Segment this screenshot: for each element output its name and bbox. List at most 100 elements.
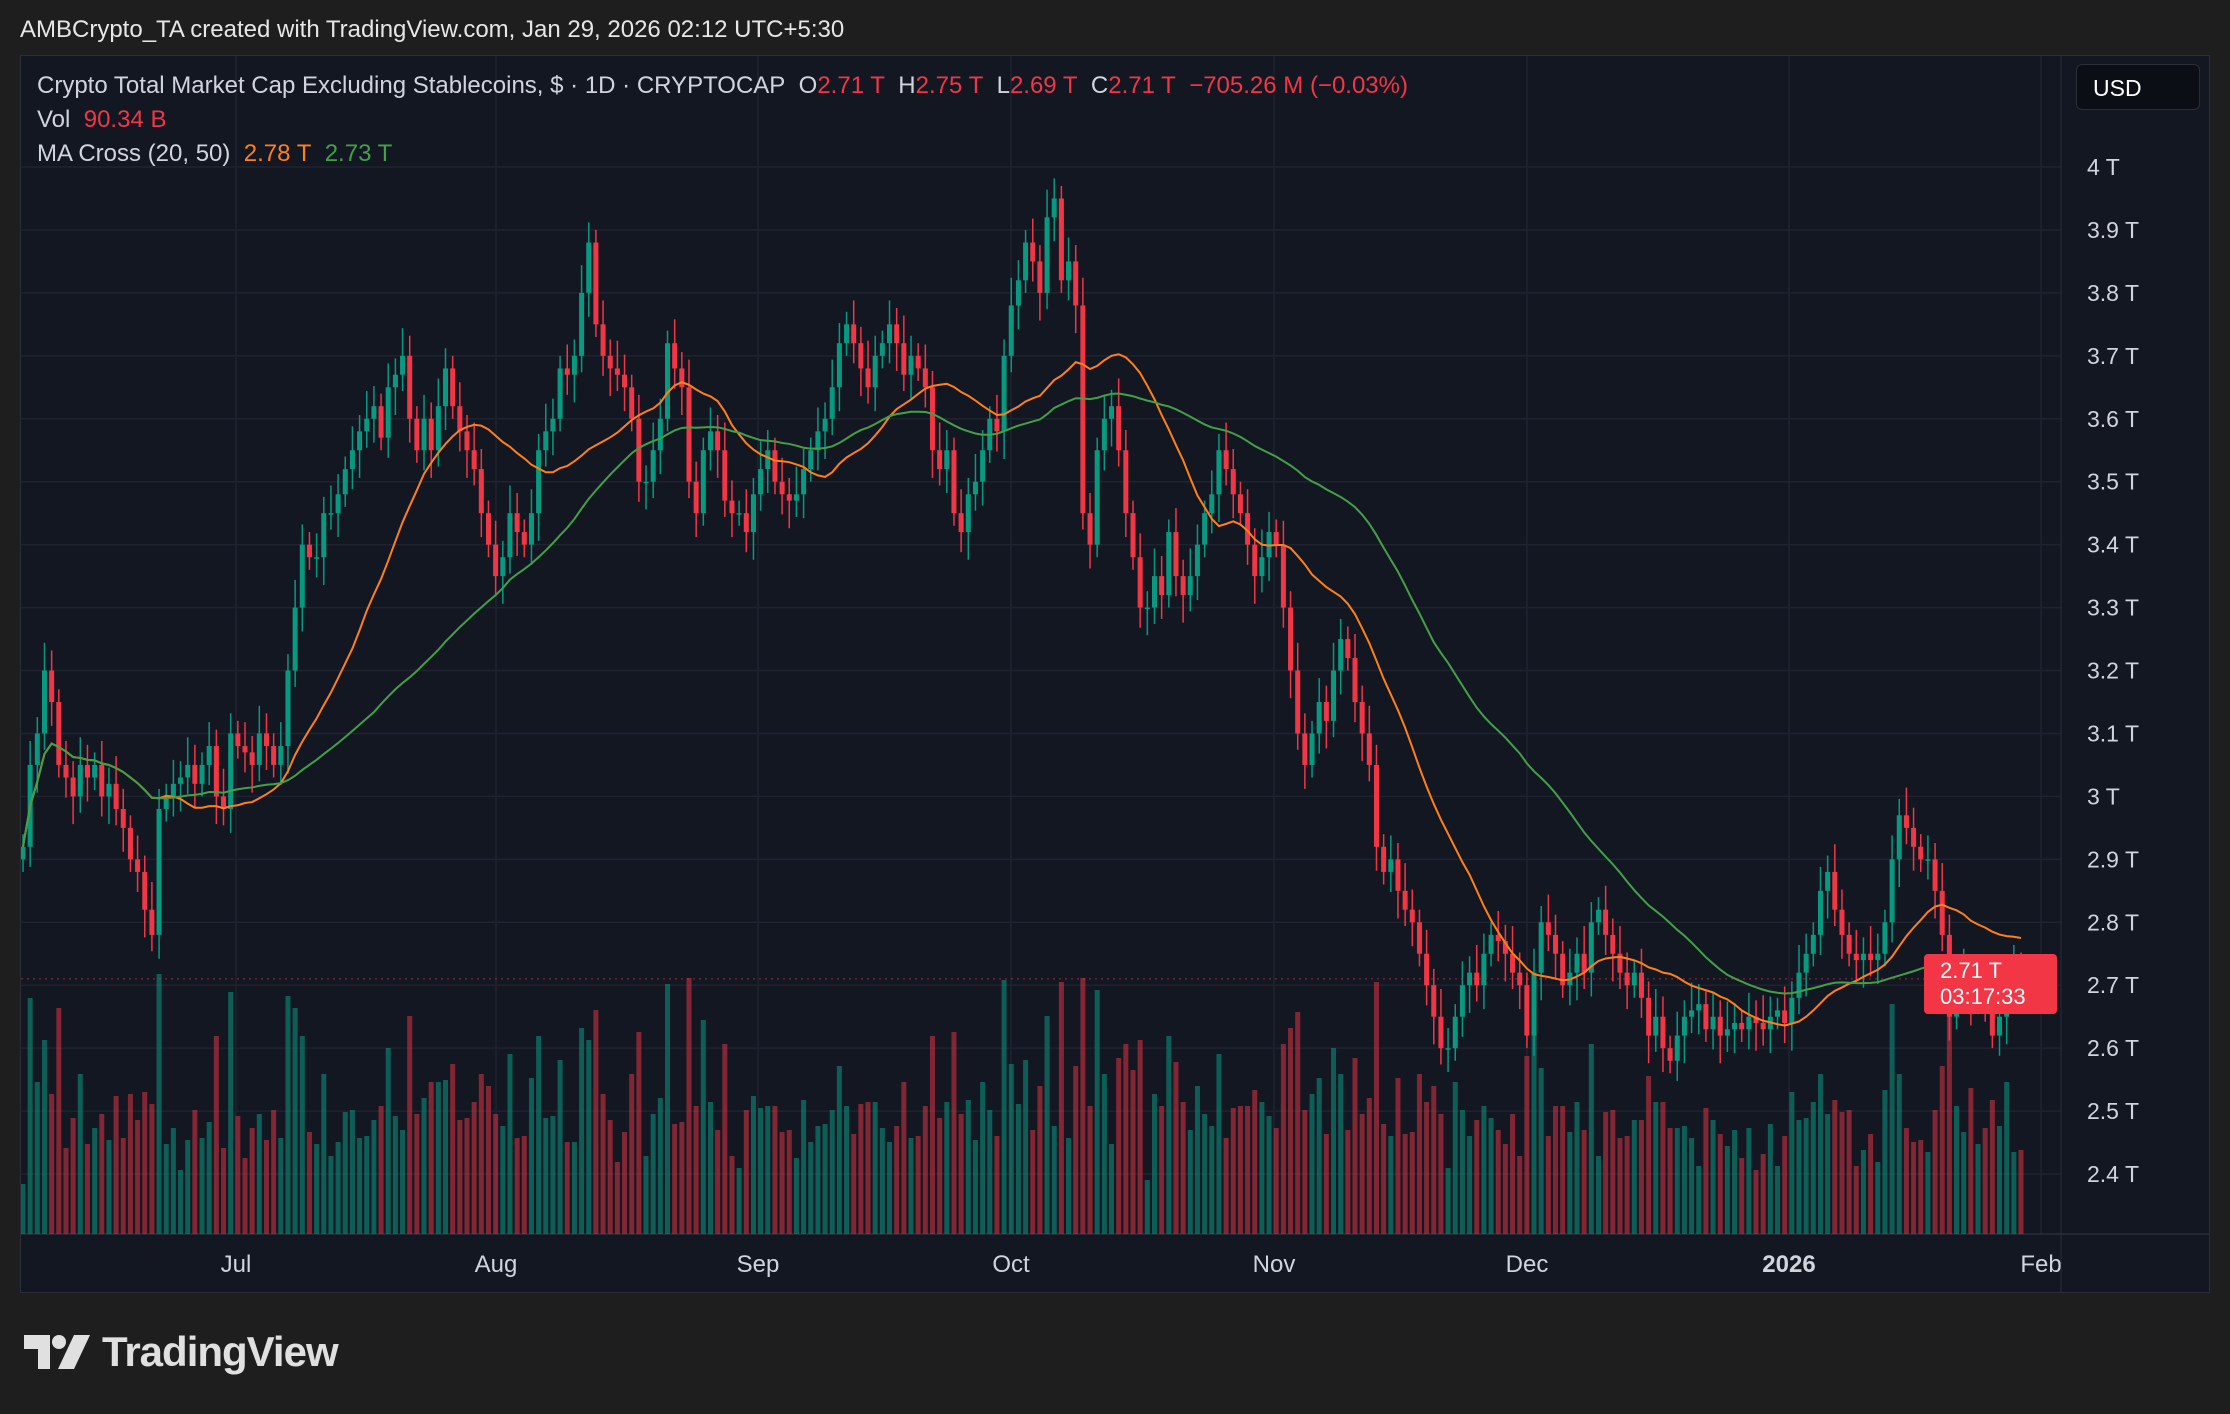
volume-bar (2004, 1082, 2010, 1234)
candle-body (1001, 355, 1007, 432)
candle-body (1173, 532, 1179, 577)
volume-bar (471, 1102, 477, 1234)
high-value: 2.75 T (915, 72, 984, 99)
symbol-legend: Crypto Total Market Cap Excluding Stable… (37, 72, 1408, 100)
candle-body (793, 494, 799, 501)
volume-bar (1352, 1058, 1358, 1234)
y-tick-label: 3.8 T (2087, 280, 2139, 306)
candle-body (1703, 1004, 1709, 1030)
candle-body (106, 783, 112, 797)
volume-bar (1180, 1102, 1186, 1234)
candle-body (1151, 576, 1157, 608)
candle-body (786, 494, 792, 501)
candle-body (1481, 953, 1487, 986)
volume-bar (593, 1010, 599, 1234)
volume-bar (1495, 1130, 1501, 1234)
candle-body (1753, 1016, 1759, 1023)
tradingview-logo[interactable]: TradingView (24, 1328, 339, 1376)
candle-body (235, 733, 241, 747)
volume-bar (1015, 1104, 1021, 1234)
ma-label[interactable]: MA Cross (20, 50) (37, 140, 231, 167)
candle-body (593, 242, 599, 325)
candle-body (1667, 1048, 1673, 1061)
candle-body (493, 544, 499, 577)
candle-body (815, 431, 821, 451)
volume-bar (1452, 1082, 1458, 1234)
candle-body (1789, 997, 1795, 1023)
candle-body (1159, 576, 1165, 595)
candle-body (1782, 1010, 1788, 1023)
volume-bar (106, 1140, 112, 1234)
candle-body (1495, 934, 1501, 942)
volume-bar (586, 1040, 592, 1234)
candle-body (672, 343, 678, 369)
volume-bar (1488, 1118, 1494, 1234)
chart-panel[interactable]: 4 T 3.9 T 3.8 T 3.7 T 3.6 T 3.5 T 3.4 T 3.3 T 3.… (20, 55, 2210, 1293)
volume-bar (41, 1040, 47, 1234)
close-label: C (1090, 72, 1109, 99)
candle-body (514, 513, 520, 533)
volume-bar (1280, 1044, 1286, 1234)
volume-bar (1194, 1086, 1200, 1234)
volume-bar (1581, 1130, 1587, 1234)
candle-body (278, 746, 284, 765)
y-tick-label: 3.3 T (2087, 595, 2139, 621)
volume-bar (987, 1110, 993, 1234)
candle-body (385, 387, 391, 438)
candle-body (1724, 1029, 1730, 1036)
candle-body (1402, 890, 1408, 910)
last-price: 2.71 T (1940, 958, 2002, 983)
symbol-title[interactable]: Crypto Total Market Cap Excluding Stable… (37, 72, 786, 99)
candle-body (1409, 909, 1415, 923)
candle-body (1510, 953, 1516, 973)
candle-body (1252, 544, 1258, 577)
candle-body (693, 481, 699, 514)
candle-body (1015, 280, 1021, 306)
volume-bar (528, 1078, 534, 1234)
candle-body (70, 777, 76, 797)
candle-body (1166, 532, 1172, 595)
candle-body (1323, 701, 1329, 721)
candle-body (1080, 305, 1086, 514)
volume-bar (478, 1074, 484, 1234)
volume-bar (1882, 1090, 1888, 1234)
candle-body (199, 764, 205, 784)
candle-body (607, 355, 613, 369)
candle-body (1459, 985, 1465, 1017)
chart-credit: AMBCrypto_TA created with TradingView.co… (20, 16, 845, 43)
candle-body (743, 513, 749, 533)
candle-body (400, 355, 406, 375)
volume-bar (1753, 1170, 1759, 1234)
volume-label[interactable]: Vol (37, 106, 71, 133)
volume-bar (385, 1048, 391, 1234)
y-tick-label: 4 T (2087, 154, 2120, 180)
currency-button[interactable]: USD (2076, 64, 2200, 110)
candle-body (1732, 1022, 1738, 1030)
volume-bar (715, 1130, 721, 1234)
x-tick-label: Feb (2020, 1251, 2061, 1278)
candle-body (1574, 953, 1580, 973)
candle-body (994, 418, 1000, 432)
candle-body (1595, 909, 1601, 923)
candle-body (765, 450, 771, 470)
candle-body (686, 387, 692, 482)
candle-body (858, 343, 864, 369)
candle-body (1846, 934, 1852, 954)
volume-bar (1925, 1152, 1931, 1234)
candle-body (435, 406, 441, 451)
y-tick-label: 2.7 T (2087, 972, 2139, 998)
candle-body (1431, 985, 1437, 1017)
candle-body (1997, 1016, 2003, 1036)
y-tick-label: 3.5 T (2087, 469, 2139, 495)
candle-body (1911, 827, 1917, 847)
candle-body (707, 431, 713, 451)
candle-body (915, 355, 921, 369)
volume-bar (1252, 1090, 1258, 1234)
candle-body (1617, 953, 1623, 973)
volume-bar (929, 1036, 935, 1234)
volume-bar (321, 1074, 327, 1234)
candle-body (1202, 513, 1208, 545)
candle-body (937, 450, 943, 470)
price-chart[interactable]: 4 T 3.9 T 3.8 T 3.7 T 3.6 T 3.5 T 3.4 T 3.3 T 3.… (21, 56, 2209, 1292)
candle-body (1560, 953, 1566, 986)
